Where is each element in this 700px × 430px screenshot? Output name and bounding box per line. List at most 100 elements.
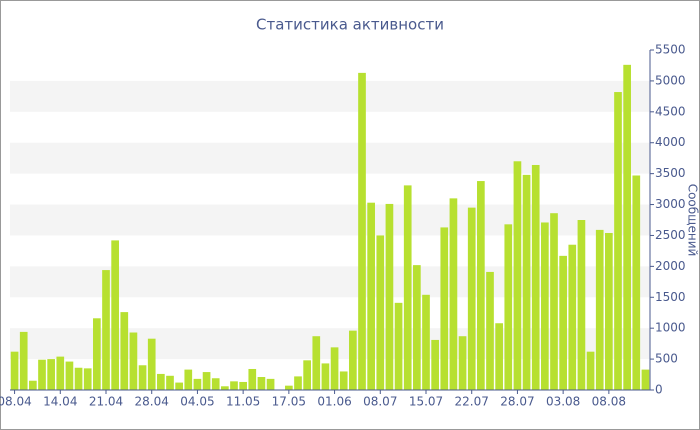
y-tick-label: 1500: [655, 290, 686, 304]
x-tick-label: 22.07: [455, 395, 489, 409]
bar: [458, 336, 467, 390]
bar: [431, 339, 439, 390]
bar: [175, 382, 183, 390]
bar: [495, 323, 503, 390]
bar: [321, 363, 330, 390]
x-tick-label: 04.05: [180, 395, 214, 409]
bar: [440, 227, 449, 390]
x-tick-label: 14.04: [43, 395, 77, 409]
bar: [641, 369, 650, 390]
bar: [623, 64, 631, 390]
bar: [394, 302, 403, 390]
bar: [83, 368, 92, 390]
bar: [449, 198, 458, 390]
bar: [74, 367, 83, 390]
y-axis-label: Сообщений: [686, 184, 700, 257]
bar: [157, 373, 165, 390]
bar: [467, 207, 476, 390]
bar: [531, 164, 540, 390]
bar: [559, 255, 567, 390]
y-tick-label: 2000: [655, 259, 686, 273]
bar: [312, 336, 321, 390]
bar: [257, 377, 266, 390]
x-tick-label: 08.04: [0, 395, 32, 409]
bar: [193, 378, 202, 390]
bar: [358, 72, 366, 390]
bar: [120, 312, 129, 390]
bar: [147, 338, 156, 390]
bar: [577, 220, 586, 390]
bar: [330, 347, 339, 390]
bar: [422, 294, 430, 390]
bar: [376, 235, 385, 390]
bar: [221, 386, 229, 390]
bar: [586, 351, 595, 390]
bar: [486, 271, 494, 390]
y-tick-label: 3500: [655, 166, 686, 180]
x-tick-label: 08.08: [592, 395, 626, 409]
bar: [19, 331, 28, 390]
bar: [230, 381, 238, 390]
bar: [56, 356, 65, 390]
bar: [248, 368, 257, 390]
grid-band: [10, 142, 650, 174]
bar: [614, 92, 622, 390]
x-tick-label: 21.04: [89, 395, 123, 409]
x-tick-label: 28.04: [135, 395, 169, 409]
y-tick-label: 4000: [655, 135, 686, 149]
y-tick-label: 1000: [655, 321, 686, 335]
bar: [477, 181, 485, 390]
bar: [339, 371, 348, 390]
bar: [294, 376, 302, 390]
bar: [93, 318, 101, 390]
bar: [568, 244, 577, 390]
x-tick-label: 08.07: [363, 395, 397, 409]
bar: [367, 202, 375, 390]
bar: [211, 378, 220, 390]
x-tick-label: 28.07: [500, 395, 534, 409]
bar: [303, 360, 311, 390]
bar: [138, 365, 147, 390]
bar: [10, 351, 19, 390]
grid-band: [10, 80, 650, 112]
bar: [47, 359, 55, 390]
x-tick-label: 15.07: [409, 395, 443, 409]
bar: [550, 213, 558, 390]
y-tick-label: 5500: [655, 43, 686, 57]
y-tick-label: 500: [655, 352, 678, 366]
bar: [239, 381, 247, 390]
bar: [29, 380, 37, 390]
bar: [522, 174, 531, 390]
y-tick-label: 3000: [655, 197, 686, 211]
y-tick-label: 4500: [655, 104, 686, 118]
bar: [632, 175, 641, 390]
bar: [266, 378, 275, 390]
x-tick-label: 01.06: [317, 395, 351, 409]
y-tick-label: 5000: [655, 73, 686, 87]
bar: [166, 375, 174, 390]
y-tick-label: 2500: [655, 228, 686, 242]
bar: [403, 185, 412, 390]
bar: [285, 385, 293, 390]
bar: [184, 369, 193, 390]
bar: [38, 359, 46, 390]
bar: [504, 224, 513, 390]
bar: [385, 203, 394, 390]
y-tick-label: 0: [655, 383, 663, 397]
bar: [595, 229, 604, 390]
bar: [111, 240, 119, 390]
chart-title: Статистика активности: [256, 16, 444, 34]
bar: [541, 222, 549, 390]
bar: [513, 161, 522, 390]
bar: [605, 232, 613, 390]
bar: [202, 372, 211, 390]
x-tick-label: 11.05: [226, 395, 260, 409]
bar: [129, 332, 138, 390]
x-tick-label: 17.05: [272, 395, 306, 409]
x-tick-label: 03.08: [546, 395, 580, 409]
bar: [65, 361, 74, 390]
bar: [102, 270, 110, 390]
bar: [349, 330, 357, 390]
bar: [413, 265, 421, 390]
